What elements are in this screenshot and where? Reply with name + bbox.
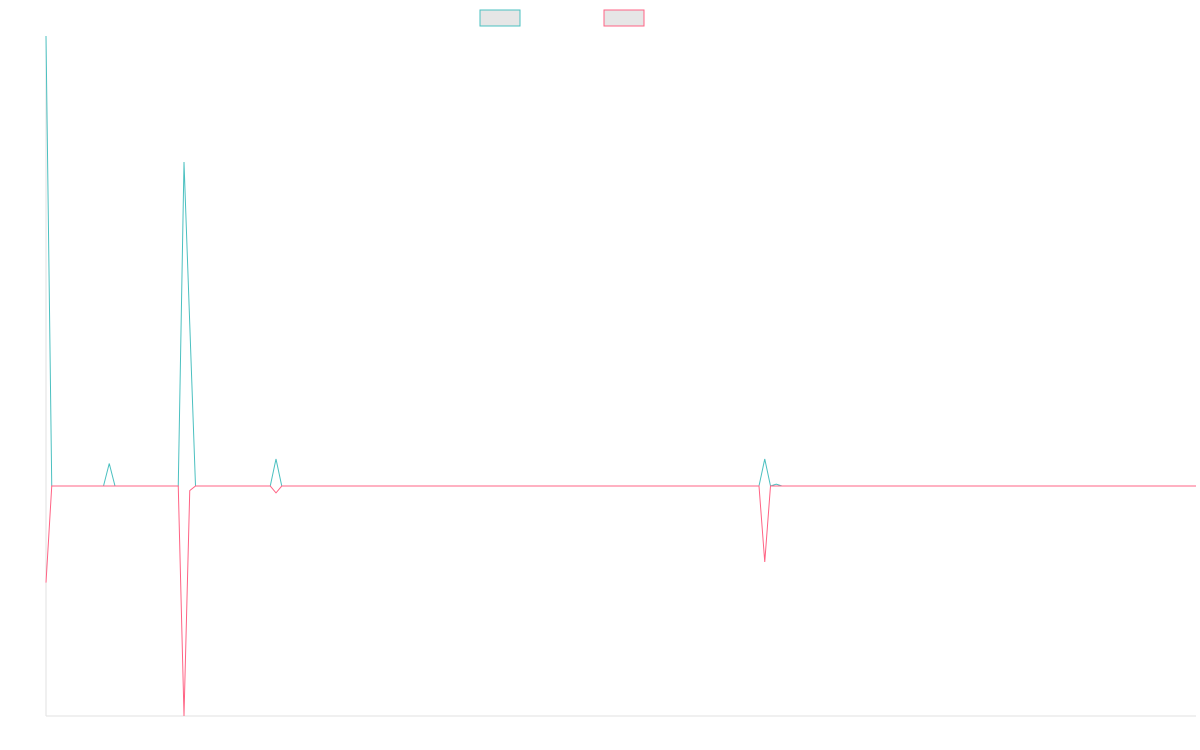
axes — [45, 36, 1196, 717]
legend — [479, 9, 645, 27]
legend-swatch-1[interactable] — [479, 9, 521, 27]
legend-swatch-2[interactable] — [603, 9, 645, 27]
series-line-2 — [45, 485, 1196, 717]
series-line-1 — [45, 35, 1196, 487]
series-layer — [45, 35, 1196, 717]
